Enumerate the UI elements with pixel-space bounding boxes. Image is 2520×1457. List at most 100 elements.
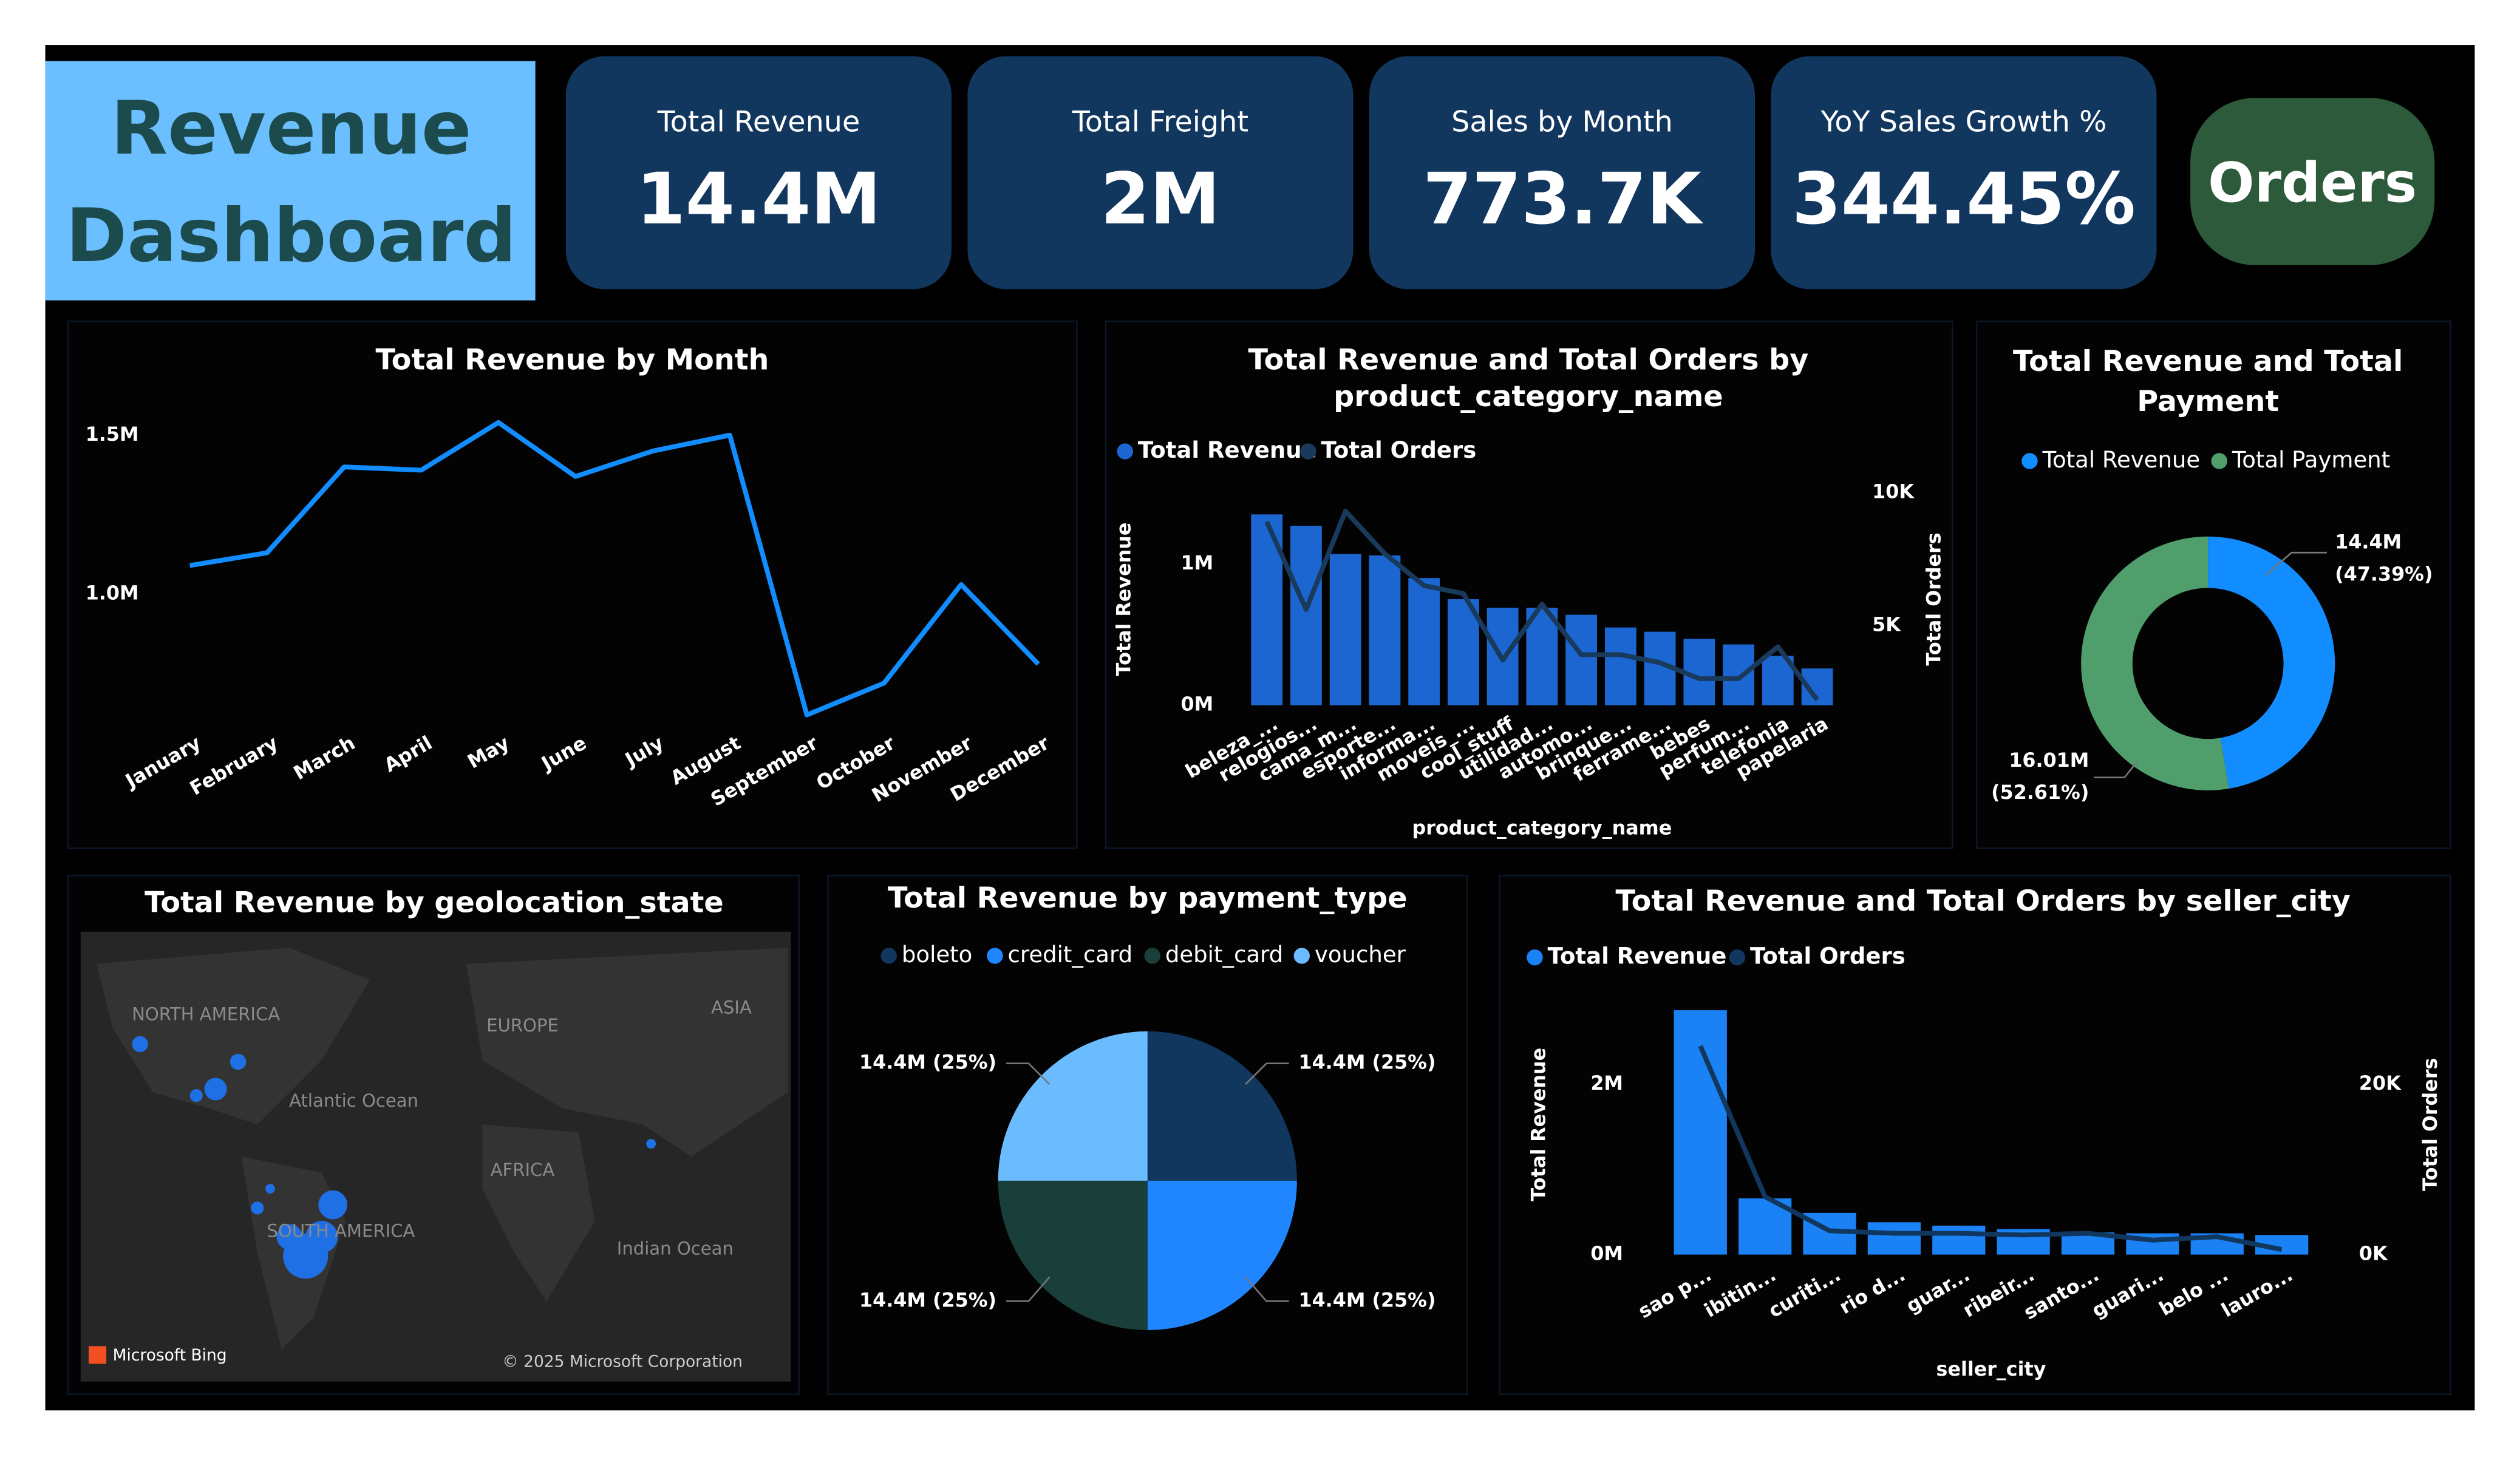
map-bubble xyxy=(230,1053,247,1070)
kpi-card xyxy=(967,56,1354,290)
land xyxy=(482,1124,595,1302)
map-label: Indian Ocean xyxy=(617,1238,734,1259)
bar xyxy=(1723,644,1754,705)
leader-line xyxy=(1006,1062,1051,1085)
legend-marker xyxy=(2021,453,2038,469)
legend-marker xyxy=(1144,948,1160,964)
data-label: 14.4M (25%) xyxy=(859,1289,996,1311)
bar xyxy=(1290,525,1322,705)
orders-button-label[interactable]: Orders xyxy=(2208,151,2417,215)
x-axis-title: seller_city xyxy=(1936,1359,2046,1381)
map-label: © 2025 Microsoft Corporation xyxy=(502,1352,743,1371)
kpi-label: Sales by Month xyxy=(1451,106,1673,139)
y2-axis-title: Total Orders xyxy=(1923,532,1945,665)
kpi-value: 14.4M xyxy=(636,158,881,240)
data-label: (47.39%) xyxy=(2335,563,2433,585)
kpi-label: Total Revenue xyxy=(657,106,860,139)
chart-title: product_category_name xyxy=(1333,380,1723,413)
chart-title: Total Revenue and Total Orders by xyxy=(1248,343,1809,376)
orders-button[interactable] xyxy=(2190,98,2435,265)
map-bubble xyxy=(318,1190,348,1220)
slice xyxy=(998,1031,1148,1181)
legend-label: Total Payment xyxy=(2232,447,2390,473)
legend-label: credit_card xyxy=(1008,942,1133,968)
leader-line xyxy=(1245,1062,1289,1085)
panel xyxy=(1105,320,1953,849)
y2-axis-title: Total Orders xyxy=(2420,1058,2442,1191)
y2-tick-label: 0K xyxy=(2359,1243,2388,1265)
y-tick-label: 0M xyxy=(1590,1243,1623,1265)
title-box xyxy=(45,61,536,301)
chart-title: Total Revenue by payment_type xyxy=(888,881,1408,915)
bar xyxy=(1526,608,1558,705)
dashboard-title: Revenue xyxy=(111,85,471,171)
map-bubble xyxy=(189,1089,203,1102)
y2-tick-label: 20K xyxy=(2359,1073,2402,1095)
slice xyxy=(2208,536,2335,789)
legend-marker xyxy=(1300,443,1316,460)
map: NORTH AMERICA EUROPE ASIA Atlantic Ocean… xyxy=(80,931,791,1382)
y-tick-label: 1M xyxy=(1181,552,1214,574)
bar xyxy=(1408,578,1440,705)
map-label: NORTH AMERICA xyxy=(132,1004,280,1024)
legend-marker xyxy=(1729,949,1746,966)
data-label: (52.61%) xyxy=(1991,782,2089,804)
y-axis-title: Total Revenue xyxy=(1528,1048,1550,1201)
data-label: 14.4M xyxy=(2335,531,2402,553)
map-label: Atlantic Ocean xyxy=(289,1090,418,1111)
data-label: 14.4M (25%) xyxy=(1299,1052,1436,1074)
slice xyxy=(1147,1031,1297,1181)
kpi-label: Total Freight xyxy=(1072,106,1248,139)
legend-label: Total Orders xyxy=(1321,437,1477,463)
slice xyxy=(1147,1180,1297,1330)
chart-title: Total Revenue and Total xyxy=(2013,345,2403,378)
legend-marker xyxy=(1293,948,1310,964)
legend-label: Total Orders xyxy=(1750,943,1905,970)
data-label: 16.01M xyxy=(2009,750,2089,772)
land xyxy=(466,948,788,1157)
bar xyxy=(1565,614,1598,705)
panel xyxy=(67,320,1078,849)
kpi-card xyxy=(565,56,952,290)
legend-marker xyxy=(880,948,897,964)
leader-line xyxy=(1245,1276,1289,1302)
data-label: 14.4M (25%) xyxy=(1299,1289,1436,1311)
map-bubble xyxy=(265,1184,275,1194)
legend-marker xyxy=(987,948,1003,964)
line xyxy=(189,419,1040,718)
map-bubble xyxy=(251,1201,264,1215)
y-tick-label: 1.5M xyxy=(86,424,139,446)
kpi-value: 2M xyxy=(1101,158,1221,240)
y2-tick-label: 5K xyxy=(1872,614,1901,636)
map-bubble xyxy=(276,1224,302,1250)
map-label: AFRICA xyxy=(491,1160,555,1180)
map-label: ASIA xyxy=(711,997,752,1018)
bar xyxy=(1369,555,1401,705)
map-bubble xyxy=(204,1078,227,1101)
y-tick-label: 2M xyxy=(1590,1073,1623,1095)
map-bubble xyxy=(646,1139,656,1149)
slice xyxy=(998,1180,1148,1330)
map-title: Total Revenue by geolocation_state xyxy=(145,886,723,920)
bar xyxy=(1932,1225,1986,1255)
data-label: 14.4M (25%) xyxy=(859,1052,996,1074)
legend-label: Total Revenue xyxy=(2042,447,2201,473)
leader-line xyxy=(2094,761,2138,779)
kpi-value: 773.7K xyxy=(1423,158,1703,240)
map-label: EUROPE xyxy=(486,1015,559,1036)
chart-title: Total Revenue by Month xyxy=(376,343,769,376)
bing-logo xyxy=(89,1346,107,1364)
map-label: Microsoft Bing xyxy=(113,1346,227,1365)
legend-label: boleto xyxy=(902,942,972,968)
y-tick-label: 1.0M xyxy=(86,583,139,605)
map-bubble xyxy=(132,1036,148,1053)
bar xyxy=(1448,599,1479,705)
legend-marker xyxy=(1527,949,1543,966)
legend-label: Total Revenue xyxy=(1138,437,1317,463)
bar xyxy=(1604,627,1636,705)
leader-line xyxy=(2265,551,2328,576)
legend-label: Total Revenue xyxy=(1548,943,1727,970)
kpi-label: YoY Sales Growth % xyxy=(1820,106,2107,139)
